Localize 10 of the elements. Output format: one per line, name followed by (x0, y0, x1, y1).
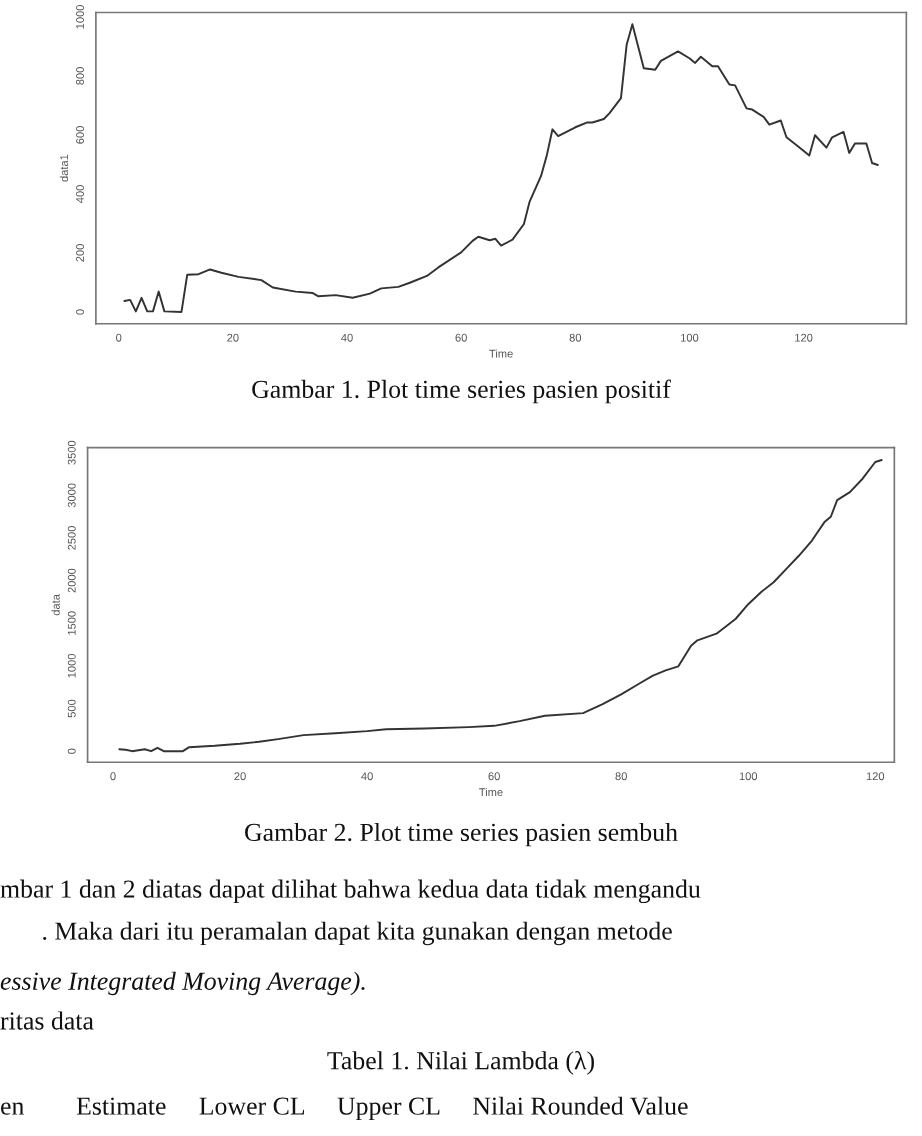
line-series (123, 23, 879, 313)
text: ritas data (0, 1011, 94, 1030)
text: Gambar 2. Plot time series pasien sembuh (245, 822, 678, 847)
text: . Maka dari itu peramalan dapat kita gunakan dengan metode (43, 921, 672, 946)
text: Tabel 1. Nilai Lambda (λ) (327, 1050, 594, 1075)
line-series (118, 459, 883, 753)
text: mbar 1 dan 2 diatas dapat dilihat bahwa kedua data tidak mengandu (0, 879, 701, 904)
text: en Estimate Lower CL Upper CL Nilai Rounded Value (1, 1096, 688, 1121)
text: Gambar 1. Plot time series pasien positif (252, 379, 671, 404)
text: essive Integrated Moving Average). (0, 971, 365, 996)
